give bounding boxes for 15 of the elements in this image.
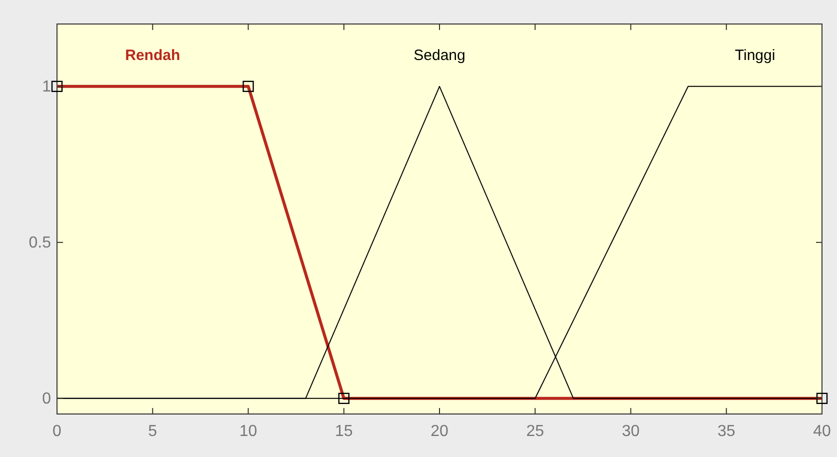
series-label: Rendah <box>125 47 180 64</box>
y-tick-label: 1 <box>42 78 52 96</box>
x-tick-label: 10 <box>239 423 258 440</box>
x-tick-label: 30 <box>622 423 640 440</box>
series-label: Tinggi <box>734 47 776 64</box>
x-tick-label: 0 <box>52 423 62 440</box>
x-tick-label: 35 <box>717 423 736 440</box>
x-tick-label: 20 <box>430 423 448 440</box>
x-tick-label: 40 <box>813 423 831 440</box>
text: Sedang <box>414 47 466 64</box>
y-tick-label: 0.5 <box>28 234 52 252</box>
x-tick-label: 15 <box>334 423 353 440</box>
x-tick-label: 25 <box>526 423 544 440</box>
x-tick-label: 5 <box>148 423 158 440</box>
y-tick-label: 0 <box>42 390 52 408</box>
